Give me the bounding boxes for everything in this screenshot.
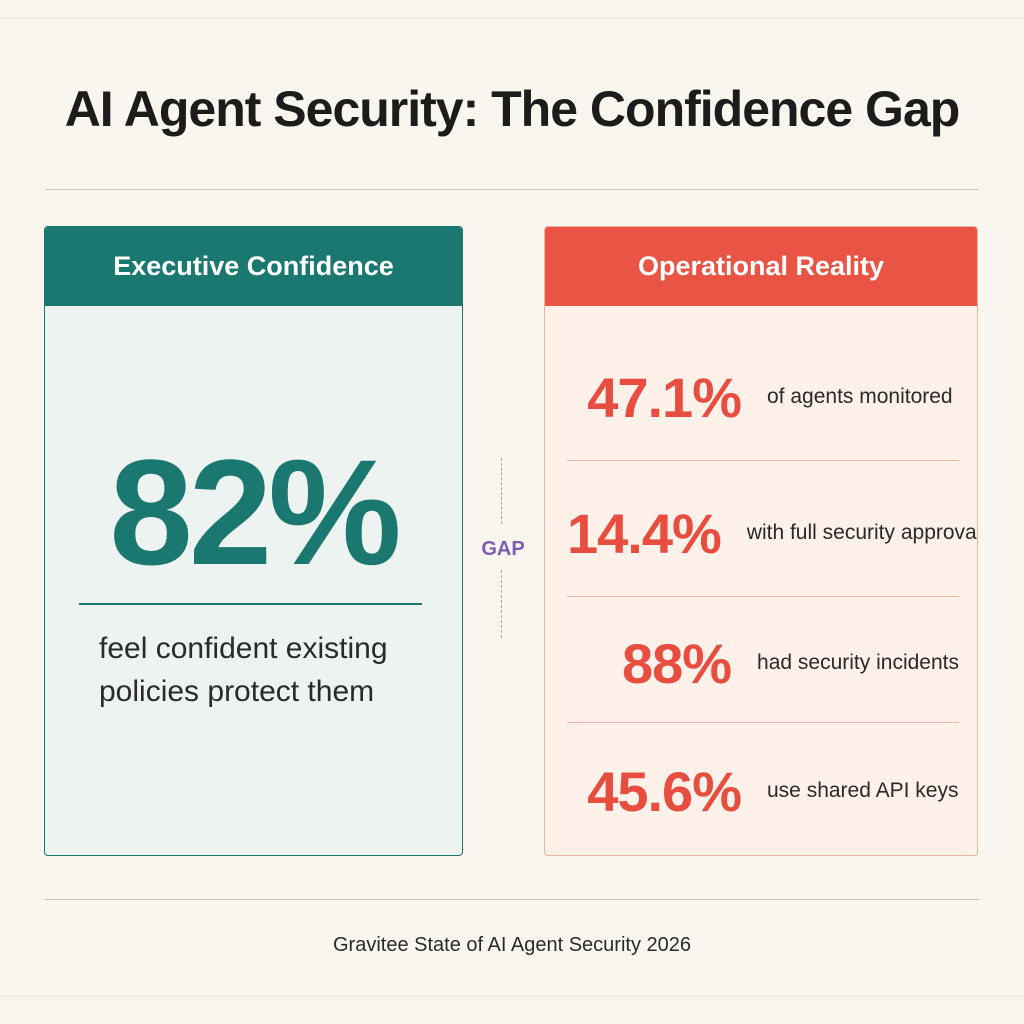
executive-confidence-header: Executive Confidence: [45, 227, 462, 306]
stat-value: 45.6%: [587, 759, 742, 823]
executive-confidence-description: feel confident existing policies protect…: [99, 627, 442, 713]
stat-row-shared-keys: 45.6% use shared API keys: [567, 725, 959, 855]
gap-line-upper: [501, 458, 502, 524]
executive-confidence-panel: Executive Confidence 82% feel confident …: [44, 226, 463, 856]
executive-stat-rule: [79, 603, 422, 605]
row-divider: [567, 722, 959, 723]
footer-divider: [45, 899, 979, 900]
description-line-2: policies protect them: [99, 675, 375, 708]
gap-label: GAP: [481, 538, 525, 560]
stat-label: use shared API keys: [767, 779, 959, 802]
executive-confidence-stat: 82%: [109, 428, 401, 596]
stat-row-approval: 14.4% with full security approval: [567, 467, 977, 599]
gap-line-lower: [501, 570, 502, 638]
stat-value: 88%: [621, 631, 732, 695]
title-divider: [45, 189, 979, 190]
row-divider: [567, 460, 959, 461]
stat-label: of agents monitored: [767, 385, 953, 408]
frame-line-bottom: [0, 996, 1024, 997]
stat-row-incidents: 88% had security incidents: [567, 597, 959, 729]
page-title: AI Agent Security: The Confidence Gap: [64, 81, 961, 137]
source-citation: Gravitee State of AI Agent Security 2026: [333, 934, 691, 956]
stat-value: 14.4%: [567, 501, 722, 565]
operational-reality-header: Operational Reality: [545, 227, 977, 306]
stat-row-monitored: 47.1% of agents monitored: [567, 331, 959, 463]
description-line-1: feel confident existing: [99, 632, 388, 665]
gap-indicator: GAP: [478, 458, 528, 638]
row-divider: [567, 596, 959, 597]
operational-reality-panel: Operational Reality 47.1% of agents moni…: [544, 226, 978, 856]
stat-label: had security incidents: [757, 651, 959, 674]
stat-label: with full security approval: [746, 521, 978, 544]
frame-line-top: [0, 18, 1024, 19]
stat-value: 47.1%: [587, 365, 742, 429]
